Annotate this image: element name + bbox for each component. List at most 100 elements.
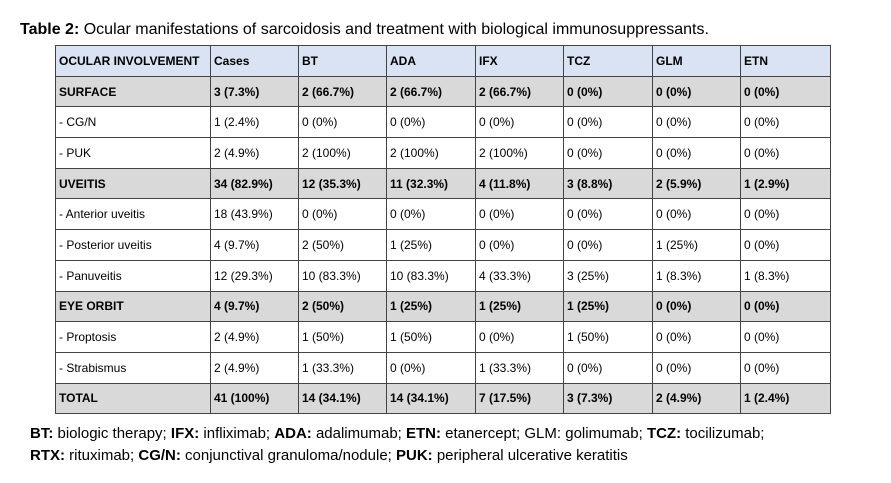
cell: 3 (25%) bbox=[563, 259, 653, 292]
cell: 1 (2.9%) bbox=[740, 167, 831, 200]
definition: adalimumab; bbox=[311, 425, 406, 442]
cell: 3 (7.3%) bbox=[210, 75, 299, 108]
cell: EYE ORBIT bbox=[55, 290, 211, 323]
cell: 2 (50%) bbox=[298, 229, 387, 261]
abbreviation: BT: bbox=[30, 425, 54, 442]
cell: 0 (0%) bbox=[386, 198, 476, 231]
cell: 14 (34.1%) bbox=[298, 382, 387, 415]
cell: 0 (0%) bbox=[740, 290, 831, 323]
cell: 0 (0%) bbox=[298, 198, 387, 231]
cell: UVEITIS bbox=[55, 167, 211, 200]
cell: 1 (50%) bbox=[298, 321, 387, 353]
cell: - Panuveitis bbox=[55, 259, 211, 292]
cell: - PUK bbox=[55, 137, 211, 169]
cell: - Posterior uveitis bbox=[55, 229, 211, 261]
cell: 0 (0%) bbox=[475, 321, 564, 353]
cell: 1 (50%) bbox=[563, 321, 653, 353]
cell: 1 (25%) bbox=[386, 290, 476, 323]
row: - Proptosis 2 (4.9%) 1 (50%) 1 (50%) 0 (0%) 1… bbox=[55, 321, 831, 353]
cell: 3 (7.3%) bbox=[563, 382, 653, 415]
table: OCULAR INVOLVEMENT Cases BT ADA IFX TCZ GLM ETN… bbox=[55, 45, 831, 415]
cell: 2 (100%) bbox=[475, 137, 564, 169]
row: - CG/N 1 (2.4%) 0 (0%) 0 (0%) 0 (0%) 0 (0%) 0 … bbox=[55, 106, 831, 139]
cell: - Strabismus bbox=[55, 351, 211, 384]
cell: 0 (0%) bbox=[563, 351, 653, 384]
cell: 0 (0%) bbox=[563, 198, 653, 231]
footnote-line: RTX: rituximab; CG/N: conjunctival granu… bbox=[30, 445, 764, 467]
cell: 0 (0%) bbox=[475, 198, 564, 231]
header-row: OCULAR INVOLVEMENT Cases BT ADA IFX TCZ GLM ETN bbox=[55, 45, 831, 77]
cell: 0 (0%) bbox=[652, 290, 741, 323]
title-text: Ocular manifestations of sarcoidosis and… bbox=[79, 21, 709, 38]
abbreviation: CG/N: bbox=[138, 447, 181, 464]
cell: 0 (0%) bbox=[740, 321, 831, 353]
cell: TOTAL bbox=[55, 382, 211, 415]
cell: 1 (50%) bbox=[386, 321, 476, 353]
cell: 0 (0%) bbox=[652, 137, 741, 169]
table-title: Table 2: Ocular manifestations of sarcoi… bbox=[20, 21, 709, 39]
cell: 0 (0%) bbox=[740, 137, 831, 169]
section-row: TOTAL 41 (100%) 14 (34.1%) 14 (34.1%) 7 (17.… bbox=[55, 382, 831, 415]
cell: 10 (83.3%) bbox=[298, 259, 387, 292]
cell: 0 (0%) bbox=[298, 106, 387, 139]
cell: 1 (8.3%) bbox=[740, 259, 831, 292]
row: - PUK 2 (4.9%) 2 (100%) 2 (100%) 2 (100%) 0 (… bbox=[55, 137, 831, 169]
cell: SURFACE bbox=[55, 75, 211, 108]
cell: - Anterior uveitis bbox=[55, 198, 211, 231]
cell: 0 (0%) bbox=[563, 75, 653, 108]
section-row: SURFACE 3 (7.3%) 2 (66.7%) 2 (66.7%) 2 (66.7… bbox=[55, 75, 831, 108]
cell: 2 (4.9%) bbox=[210, 137, 299, 169]
cell: 2 (5.9%) bbox=[652, 167, 741, 200]
cell: 2 (4.9%) bbox=[210, 351, 299, 384]
cell: 0 (0%) bbox=[652, 321, 741, 353]
cell: 2 (66.7%) bbox=[298, 75, 387, 108]
cell: 0 (0%) bbox=[563, 229, 653, 261]
header-cell: ADA bbox=[386, 45, 476, 77]
cell: 2 (4.9%) bbox=[652, 382, 741, 415]
cell: 0 (0%) bbox=[475, 229, 564, 261]
cell: 1 (2.4%) bbox=[740, 382, 831, 415]
cell: 0 (0%) bbox=[652, 75, 741, 108]
header-cell: Cases bbox=[210, 45, 299, 77]
abbreviation: PUK: bbox=[396, 447, 433, 464]
cell: 0 (0%) bbox=[475, 106, 564, 139]
cell: 2 (100%) bbox=[298, 137, 387, 169]
abbreviation: TCZ: bbox=[646, 425, 682, 442]
abbreviation: IFX: bbox=[170, 425, 200, 442]
cell: 7 (17.5%) bbox=[475, 382, 564, 415]
cell: 0 (0%) bbox=[563, 137, 653, 169]
cell: 0 (0%) bbox=[740, 198, 831, 231]
cell: 14 (34.1%) bbox=[386, 382, 476, 415]
definition: biologic therapy; bbox=[53, 425, 171, 442]
cell: 41 (100%) bbox=[210, 382, 299, 415]
definition: peripheral ulcerative keratitis bbox=[432, 447, 628, 464]
cell: 4 (9.7%) bbox=[210, 229, 299, 261]
cell: - CG/N bbox=[55, 106, 211, 139]
cell: 0 (0%) bbox=[740, 106, 831, 139]
cell: 4 (11.8%) bbox=[475, 167, 564, 200]
cell: 1 (33.3%) bbox=[298, 351, 387, 384]
footnote: BT: biologic therapy; IFX: infliximab; A… bbox=[30, 423, 764, 467]
cell: 4 (33.3%) bbox=[475, 259, 564, 292]
cell: 1 (25%) bbox=[386, 229, 476, 261]
definition: tocilizumab; bbox=[681, 425, 765, 442]
row: - Strabismus 2 (4.9%) 1 (33.3%) 0 (0%) 1 (33… bbox=[55, 351, 831, 384]
header-cell: OCULAR INVOLVEMENT bbox=[55, 45, 211, 77]
header-cell: BT bbox=[298, 45, 387, 77]
cell: 11 (32.3%) bbox=[386, 167, 476, 200]
cell: 12 (35.3%) bbox=[298, 167, 387, 200]
row: - Panuveitis 12 (29.3%) 10 (83.3%) 10 (83.3… bbox=[55, 259, 831, 292]
cell: 0 (0%) bbox=[652, 351, 741, 384]
cell: 4 (9.7%) bbox=[210, 290, 299, 323]
cell: - Proptosis bbox=[55, 321, 211, 353]
cell: 1 (8.3%) bbox=[652, 259, 741, 292]
definition: etanercept; GLM: golimumab; bbox=[441, 425, 647, 442]
header-cell: ETN bbox=[740, 45, 831, 77]
header-cell: GLM bbox=[652, 45, 741, 77]
cell: 2 (100%) bbox=[386, 137, 476, 169]
abbreviation: RTX: bbox=[30, 447, 65, 464]
cell: 2 (50%) bbox=[298, 290, 387, 323]
row: - Posterior uveitis 4 (9.7%) 2 (50%) 1 (25%… bbox=[55, 229, 831, 261]
cell: 1 (33.3%) bbox=[475, 351, 564, 384]
